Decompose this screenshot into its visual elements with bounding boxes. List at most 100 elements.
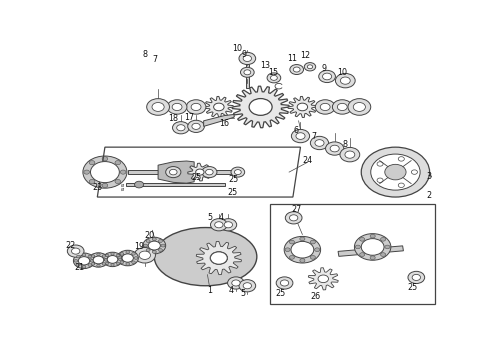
Circle shape <box>92 255 95 257</box>
Circle shape <box>152 251 156 253</box>
Text: 20: 20 <box>144 230 154 239</box>
Circle shape <box>337 103 347 111</box>
Circle shape <box>290 256 294 259</box>
Text: 11: 11 <box>287 54 297 63</box>
Circle shape <box>148 241 160 250</box>
Circle shape <box>120 252 124 255</box>
Circle shape <box>177 125 185 131</box>
Circle shape <box>211 219 227 231</box>
Text: 19: 19 <box>134 242 144 251</box>
Circle shape <box>84 170 90 174</box>
Polygon shape <box>245 51 249 87</box>
Circle shape <box>102 183 108 188</box>
Circle shape <box>267 73 281 83</box>
Polygon shape <box>212 170 240 174</box>
Circle shape <box>144 244 147 247</box>
Circle shape <box>116 262 120 265</box>
Text: 25: 25 <box>228 175 239 184</box>
Circle shape <box>355 245 361 249</box>
Polygon shape <box>204 114 234 126</box>
Circle shape <box>89 259 93 261</box>
Polygon shape <box>188 163 212 181</box>
Circle shape <box>241 67 254 77</box>
Circle shape <box>74 253 95 269</box>
Polygon shape <box>196 242 242 275</box>
Text: 4: 4 <box>218 213 223 222</box>
Circle shape <box>67 245 84 257</box>
Circle shape <box>290 64 303 75</box>
Circle shape <box>115 179 121 184</box>
Circle shape <box>224 222 233 228</box>
Circle shape <box>92 263 95 265</box>
Circle shape <box>188 120 204 132</box>
Polygon shape <box>204 96 233 117</box>
Polygon shape <box>288 96 317 117</box>
Text: 5: 5 <box>240 289 245 298</box>
Circle shape <box>146 249 150 252</box>
Text: 16: 16 <box>219 119 229 128</box>
Text: ø: ø <box>121 187 124 192</box>
Text: 17: 17 <box>184 113 194 122</box>
Circle shape <box>214 103 224 111</box>
Circle shape <box>91 162 120 183</box>
Circle shape <box>118 257 122 260</box>
Circle shape <box>152 238 156 240</box>
Circle shape <box>361 239 384 255</box>
Circle shape <box>381 238 386 241</box>
Circle shape <box>89 161 95 165</box>
Circle shape <box>290 240 294 244</box>
Circle shape <box>88 264 92 266</box>
Circle shape <box>310 256 316 259</box>
Circle shape <box>111 264 114 266</box>
Circle shape <box>340 148 360 162</box>
Circle shape <box>102 255 105 257</box>
Circle shape <box>105 262 109 265</box>
Circle shape <box>83 156 127 188</box>
Circle shape <box>135 181 144 188</box>
Circle shape <box>325 142 344 155</box>
Circle shape <box>158 240 163 243</box>
Circle shape <box>126 263 129 265</box>
Circle shape <box>270 75 277 80</box>
Text: 25: 25 <box>275 289 286 298</box>
Polygon shape <box>126 183 224 186</box>
Circle shape <box>147 99 170 115</box>
Circle shape <box>158 249 163 252</box>
Circle shape <box>90 260 94 262</box>
Circle shape <box>354 234 391 260</box>
Text: 6: 6 <box>293 126 298 135</box>
Circle shape <box>191 103 201 111</box>
Text: 9: 9 <box>321 64 327 73</box>
Circle shape <box>167 100 187 114</box>
Circle shape <box>291 242 314 258</box>
Circle shape <box>294 67 300 72</box>
Circle shape <box>196 169 204 175</box>
Circle shape <box>134 247 155 263</box>
Circle shape <box>103 258 107 261</box>
Circle shape <box>385 164 406 180</box>
Text: 8: 8 <box>343 140 348 149</box>
Polygon shape <box>158 161 194 183</box>
Circle shape <box>89 179 95 184</box>
Circle shape <box>232 280 240 286</box>
Text: 25: 25 <box>407 283 417 292</box>
Circle shape <box>82 265 86 268</box>
Circle shape <box>330 145 339 152</box>
Circle shape <box>146 240 150 243</box>
Circle shape <box>300 237 305 241</box>
Circle shape <box>239 280 256 292</box>
Text: 9: 9 <box>242 50 247 59</box>
Circle shape <box>290 215 298 221</box>
Circle shape <box>206 169 213 175</box>
Circle shape <box>161 244 165 247</box>
Circle shape <box>360 238 365 241</box>
Text: 26: 26 <box>311 292 321 301</box>
Circle shape <box>76 255 80 258</box>
Circle shape <box>139 251 150 260</box>
Circle shape <box>296 133 305 139</box>
Text: 8: 8 <box>142 50 147 59</box>
Circle shape <box>310 240 316 244</box>
Circle shape <box>143 237 166 254</box>
Circle shape <box>360 253 365 256</box>
Circle shape <box>74 260 78 262</box>
